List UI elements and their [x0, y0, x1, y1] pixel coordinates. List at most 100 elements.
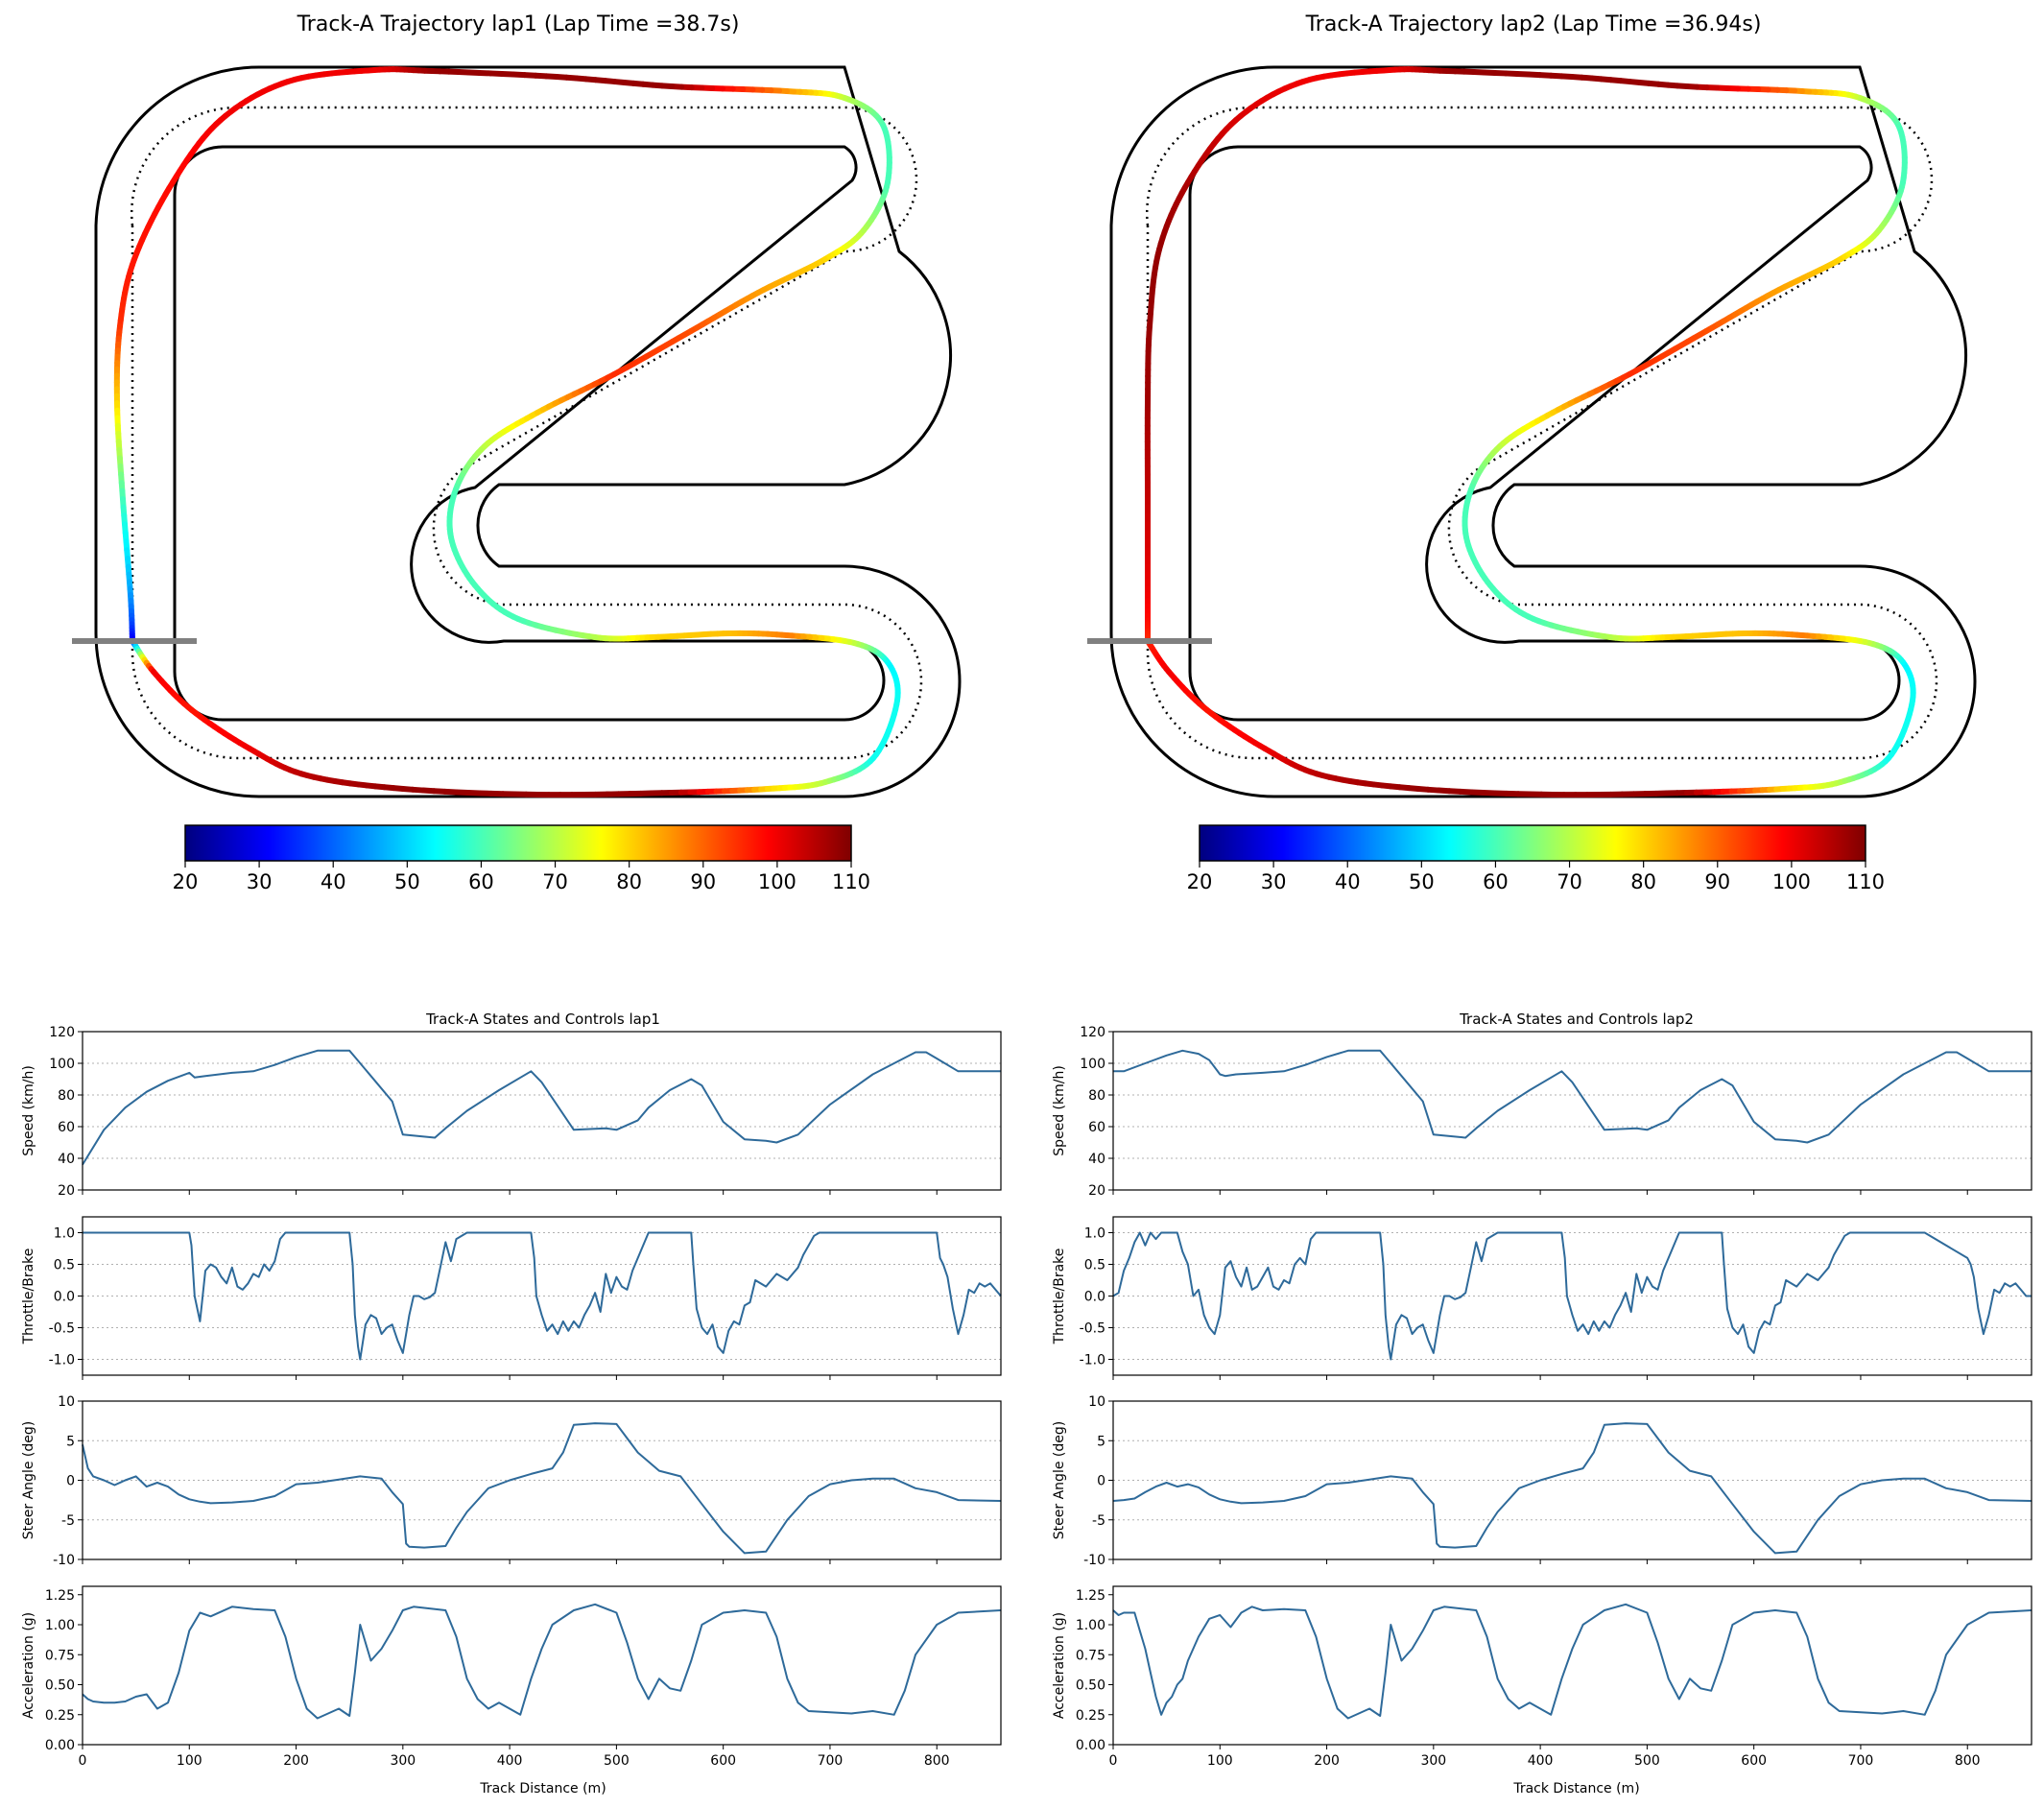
ytick-label: 0.25: [45, 1708, 75, 1724]
ytick-label: 80: [58, 1088, 75, 1104]
panel-0: 20 40 60 80 100 120 Speed (km/h): [21, 1025, 1002, 1199]
xtick-label: 300: [390, 1753, 416, 1769]
colorbar-tick-label: 20: [1187, 870, 1213, 893]
axes-frame: [1112, 1031, 2032, 1191]
xtick-label: 800: [924, 1753, 950, 1769]
ytick-label: 0.75: [1076, 1648, 1105, 1663]
series-line: [82, 1422, 1002, 1555]
ytick-label: 40: [1088, 1152, 1105, 1167]
ylabel: Speed (km/h): [1052, 1065, 1067, 1156]
ytick-label: 0.25: [1076, 1708, 1105, 1724]
series-line: [82, 1049, 1001, 1166]
colorbar-tick-label: 80: [616, 870, 642, 893]
xtick-label: 600: [710, 1753, 736, 1769]
panel-3: 0.00 0.25 0.50 0.75 1.00 1.25 0 100 200 300 400 500…: [1052, 1585, 2032, 1769]
track-outer-edge: [1109, 65, 1977, 798]
ytick-label: 20: [1088, 1183, 1105, 1199]
ytick-label: 80: [1088, 1088, 1105, 1104]
series-line: [1112, 1603, 2032, 1720]
colorbar-lap1: 20 30 40 50 60 70 80 90 100 110: [173, 824, 870, 893]
ytick-label: -5: [61, 1513, 75, 1529]
ytick-label: 5: [66, 1434, 75, 1449]
track-inner-edge: [1188, 145, 1901, 722]
axes-frame: [82, 1216, 1002, 1376]
ytick-label: 1.25: [45, 1588, 75, 1604]
colorbar-tick-label: 100: [1772, 870, 1811, 893]
colorbar-tick-label: 40: [321, 870, 346, 893]
ylabel: Throttle/Brake: [21, 1249, 36, 1345]
panel-1: -1.0 -0.5 0.0 0.5 1.0 Throttle/Brake: [21, 1216, 1002, 1380]
xtick-label: 600: [1741, 1753, 1767, 1769]
xlabel-lap1: Track Distance (m): [479, 1781, 606, 1796]
ytick-label: -10: [1083, 1553, 1105, 1568]
ylabel: Speed (km/h): [21, 1065, 36, 1156]
colorbar-tick-label: 80: [1630, 870, 1656, 893]
states-lap2-title: Track-A States and Controls lap2: [1459, 1011, 1694, 1028]
xtick-label: 400: [497, 1753, 523, 1769]
panel-1: -1.0 -0.5 0.0 0.5 1.0 Throttle/Brake: [1052, 1216, 2032, 1380]
colorbar-tick-label: 110: [832, 870, 870, 893]
colorbar-tick-label: 40: [1335, 870, 1361, 893]
axes-frame: [82, 1585, 1002, 1746]
ytick-label: 60: [1088, 1120, 1105, 1135]
ylabel: Acceleration (g): [21, 1612, 36, 1719]
xtick-label: 200: [1314, 1753, 1340, 1769]
ytick-label: 1.00: [45, 1618, 75, 1633]
axes-frame: [82, 1031, 1002, 1191]
series-line: [1112, 1422, 2032, 1555]
ytick-label: -0.5: [49, 1321, 75, 1337]
ytick-label: 100: [1080, 1057, 1105, 1072]
ytick-label: 120: [49, 1025, 75, 1040]
xtick-label: 100: [177, 1753, 202, 1769]
ytick-label: 0.5: [54, 1258, 75, 1273]
ytick-label: 5: [1097, 1434, 1105, 1449]
xtick-label: 300: [1420, 1753, 1446, 1769]
xtick-label: 800: [1955, 1753, 1981, 1769]
ytick-label: 0.5: [1084, 1258, 1105, 1273]
colorbar-tick-label: 70: [1557, 870, 1582, 893]
ytick-label: 20: [58, 1183, 75, 1199]
colorbar-tick-label: 50: [1409, 870, 1435, 893]
colorbar-tick-label: 30: [1261, 870, 1287, 893]
xtick-label: 700: [1848, 1753, 1874, 1769]
ylabel: Acceleration (g): [1052, 1612, 1067, 1719]
states-lap1-title: Track-A States and Controls lap1: [425, 1011, 660, 1028]
series-line: [1113, 1049, 2032, 1144]
ylabel: Steer Angle (deg): [1052, 1421, 1067, 1539]
trajectory-lap1: [72, 65, 962, 798]
ytick-label: -10: [53, 1553, 75, 1568]
ytick-label: 0.75: [45, 1648, 75, 1663]
colorbar-tick-label: 20: [173, 870, 199, 893]
series-line: [82, 1603, 1002, 1720]
track-outer-edge: [94, 65, 962, 798]
ytick-label: -1.0: [49, 1353, 75, 1368]
ytick-label: 0.0: [54, 1290, 75, 1305]
trajectory-lap1-title: Track-A Trajectory lap1 (Lap Time =38.7s…: [297, 12, 740, 36]
xtick-label: 200: [283, 1753, 309, 1769]
panel-3: 0.00 0.25 0.50 0.75 1.00 1.25 0 100 200 300 400 500…: [21, 1585, 1002, 1769]
colorbar-tick-label: 110: [1846, 870, 1885, 893]
axes-frame: [1112, 1400, 2032, 1560]
racing-line: [113, 66, 901, 798]
colorbar-tick-label: 60: [468, 870, 494, 893]
xlabel-lap2: Track Distance (m): [1512, 1781, 1639, 1796]
trajectory-lap2: [1087, 65, 1977, 798]
axes-frame: [82, 1400, 1002, 1560]
series-line: [1112, 1231, 2032, 1361]
ytick-label: 0.50: [45, 1678, 75, 1694]
racing-line: [1144, 66, 1916, 798]
xtick-label: 400: [1528, 1753, 1554, 1769]
ytick-label: 0: [66, 1474, 75, 1489]
ytick-label: 1.25: [1076, 1588, 1105, 1604]
panel-0: 20 40 60 80 100 120 Speed (km/h): [1052, 1025, 2032, 1199]
ytick-label: 0.00: [1076, 1738, 1105, 1753]
axes-frame: [1112, 1216, 2032, 1376]
track-inner-edge: [173, 145, 886, 722]
ytick-label: 100: [49, 1057, 75, 1072]
ytick-label: -1.0: [1080, 1353, 1105, 1368]
ytick-label: 0.50: [1076, 1678, 1105, 1694]
ylabel: Throttle/Brake: [1052, 1249, 1067, 1345]
